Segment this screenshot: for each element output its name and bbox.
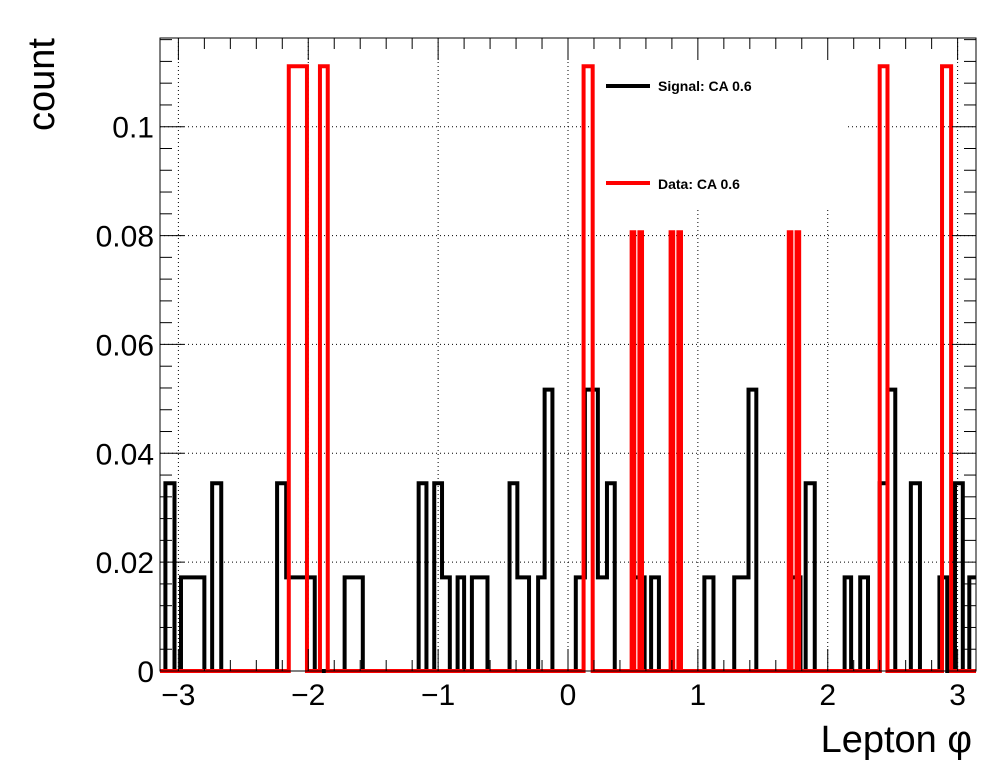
legend-label-data: Data: CA 0.6 bbox=[658, 176, 740, 192]
legend-label-signal: Signal: CA 0.6 bbox=[658, 78, 752, 94]
x-tick-label: 0 bbox=[560, 679, 577, 712]
axes bbox=[159, 37, 977, 672]
y-tick-label: 0.08 bbox=[96, 221, 154, 254]
y-tick-label: 0 bbox=[137, 656, 154, 689]
tick-labels: −3 −2 −1 0 1 2 3 0 0.02 0.04 0.06 0.08 0.1 bbox=[96, 112, 966, 712]
x-axis-title: Lepton φ bbox=[821, 719, 972, 761]
legend: Signal: CA 0.6 Data: CA 0.6 bbox=[596, 40, 846, 210]
x-tick-label: −2 bbox=[291, 679, 325, 712]
y-tick-label: 0.02 bbox=[96, 547, 154, 580]
x-tick-label: 1 bbox=[690, 679, 707, 712]
series-layer bbox=[160, 64, 976, 673]
y-tick-label: 0.04 bbox=[96, 438, 154, 471]
series-data-histogram bbox=[160, 64, 976, 673]
y-tick-label: 0.1 bbox=[112, 112, 154, 145]
y-tick-label: 0.06 bbox=[96, 329, 154, 362]
y-axis-title: count bbox=[21, 38, 63, 131]
x-tick-label: 3 bbox=[949, 679, 966, 712]
x-tick-label: 2 bbox=[819, 679, 836, 712]
x-tick-label: −1 bbox=[421, 679, 455, 712]
x-tick-label: −3 bbox=[161, 679, 195, 712]
